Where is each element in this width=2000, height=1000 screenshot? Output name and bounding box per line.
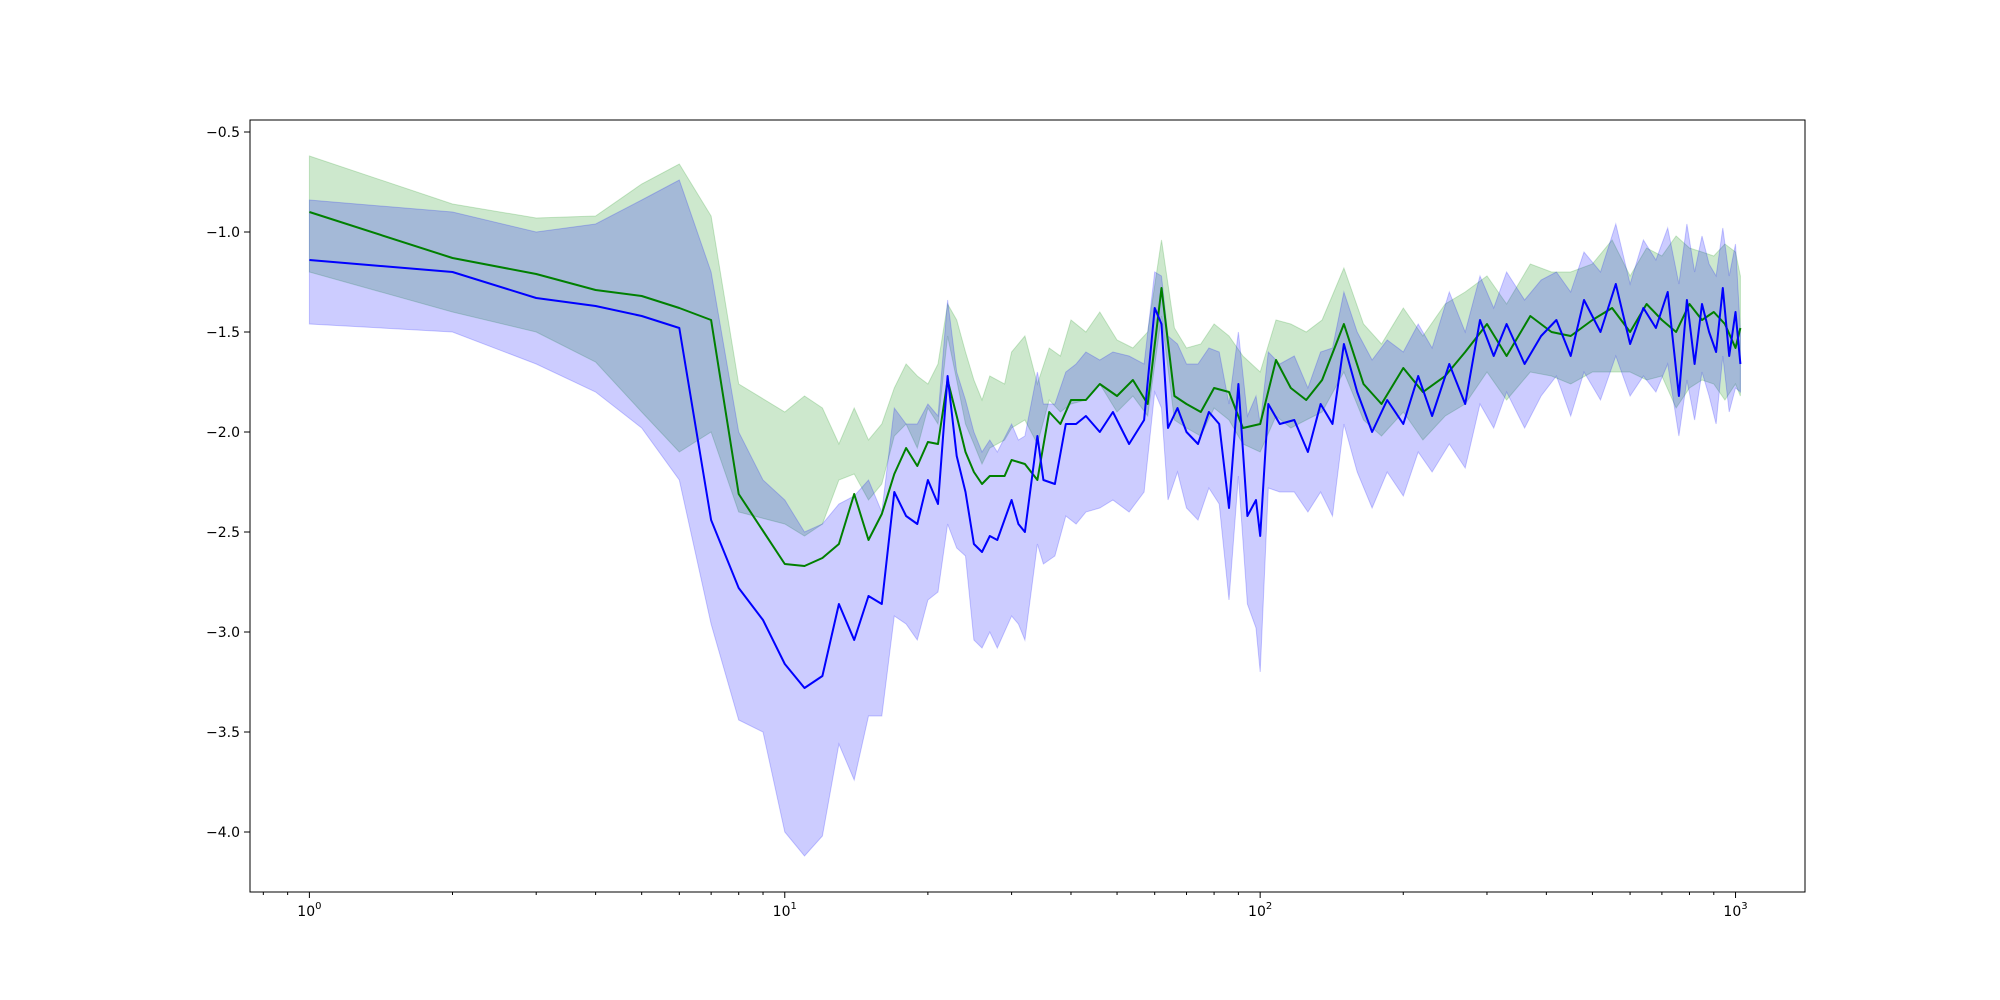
x-tick-label: 102 bbox=[1248, 901, 1272, 920]
y-tick-label: −1.0 bbox=[206, 225, 240, 241]
plot-frame bbox=[249, 119, 1806, 893]
confidence-bands bbox=[308, 155, 1741, 857]
y-tick-label: −3.0 bbox=[206, 625, 240, 641]
y-axis: −0.5 −1.0 −1.5 −2.0 −2.5 −3.0 −3.5 −4.0 bbox=[206, 125, 250, 841]
x-axis: 100 101 102 103 bbox=[262, 892, 1748, 920]
series-0-band bbox=[308, 155, 1741, 537]
y-tick-label: −4.0 bbox=[206, 825, 240, 841]
series-lines bbox=[309, 211, 1742, 689]
x-tick-label: 101 bbox=[773, 901, 797, 920]
y-tick-label: −3.5 bbox=[206, 725, 240, 741]
y-tick-label: −2.5 bbox=[206, 525, 240, 541]
y-tick-label: −0.5 bbox=[206, 125, 240, 141]
series-0-line bbox=[309, 211, 1742, 567]
x-tick-label: 103 bbox=[1723, 901, 1747, 920]
series-1-band bbox=[308, 179, 1741, 857]
x-tick-label: 100 bbox=[297, 901, 321, 920]
y-tick-label: −1.5 bbox=[206, 325, 240, 341]
series-1-line bbox=[309, 259, 1742, 689]
y-tick-label: −2.0 bbox=[206, 425, 240, 441]
